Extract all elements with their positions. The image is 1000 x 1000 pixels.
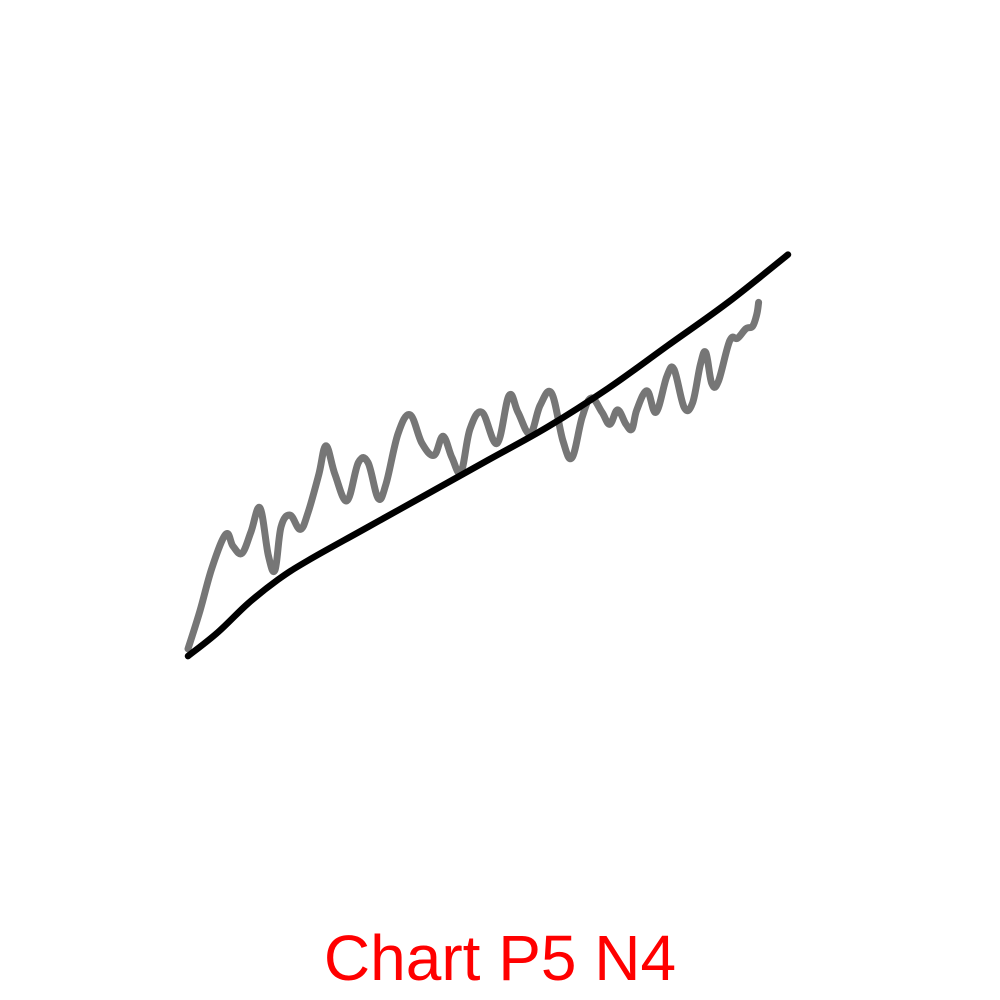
trend-line [184, 251, 792, 660]
raw-data-line [184, 298, 763, 653]
chart-caption: Chart P5 N4 [323, 922, 677, 994]
